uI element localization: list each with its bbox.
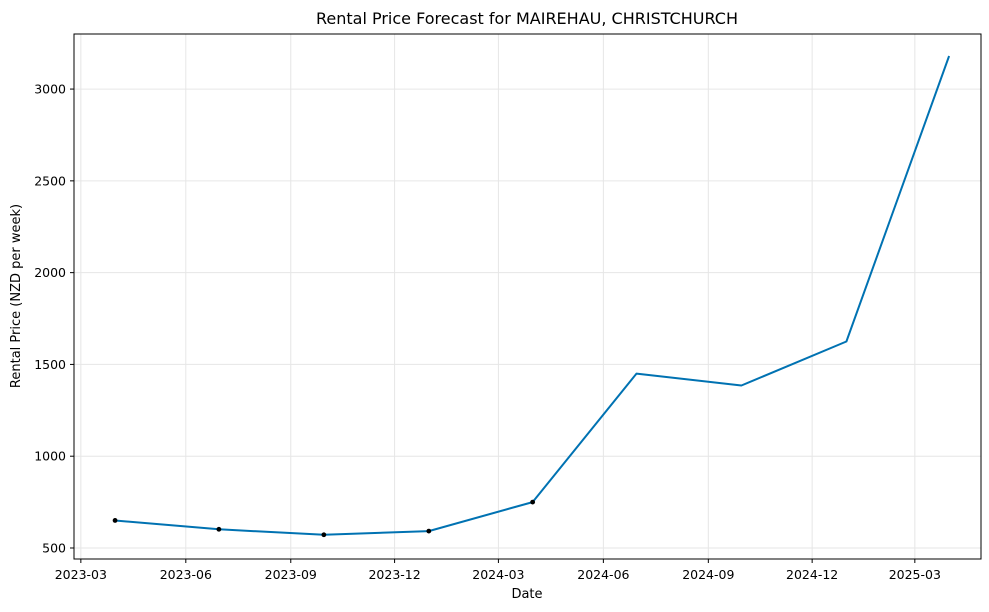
x-axis-title: Date [511, 587, 542, 602]
plot-frame [73, 33, 982, 560]
observed-point [321, 532, 327, 538]
y-tick-label: 1500 [34, 357, 66, 372]
x-tick-label: 2024-12 [786, 567, 838, 582]
x-tick-label: 2023-09 [265, 567, 317, 582]
x-tick-label: 2023-12 [368, 567, 420, 582]
y-tick-label: 500 [42, 540, 66, 555]
x-tick-label: 2024-06 [577, 567, 629, 582]
observed-point [426, 528, 432, 534]
observed-point [216, 526, 222, 532]
y-tick-label: 3000 [34, 82, 66, 97]
observed-point [112, 518, 118, 523]
forecast-line [115, 55, 951, 536]
series-group [115, 55, 951, 536]
x-tick-label: 2025-03 [889, 567, 941, 582]
observed-points [112, 499, 536, 538]
x-tick-label: 2024-09 [682, 567, 734, 582]
y-axis-title: Rental Price (NZD per week) [9, 204, 24, 388]
y-axis: 500 1000 1500 2000 2500 3000 [34, 82, 74, 555]
x-tick-label: 2023-06 [160, 567, 212, 582]
observed-point [530, 499, 536, 505]
y-tick-label: 2000 [34, 265, 66, 280]
y-tick-label: 2500 [34, 173, 66, 188]
grid [74, 34, 981, 559]
chart-title: Rental Price Forecast for MAIREHAU, CHRI… [316, 9, 738, 28]
x-tick-label: 2024-03 [472, 567, 524, 582]
x-axis: 2023-03 2023-06 2023-09 2023-12 2024-03 2024-… [55, 559, 941, 582]
y-tick-label: 1000 [34, 449, 66, 464]
x-tick-label: 2023-03 [55, 567, 107, 582]
